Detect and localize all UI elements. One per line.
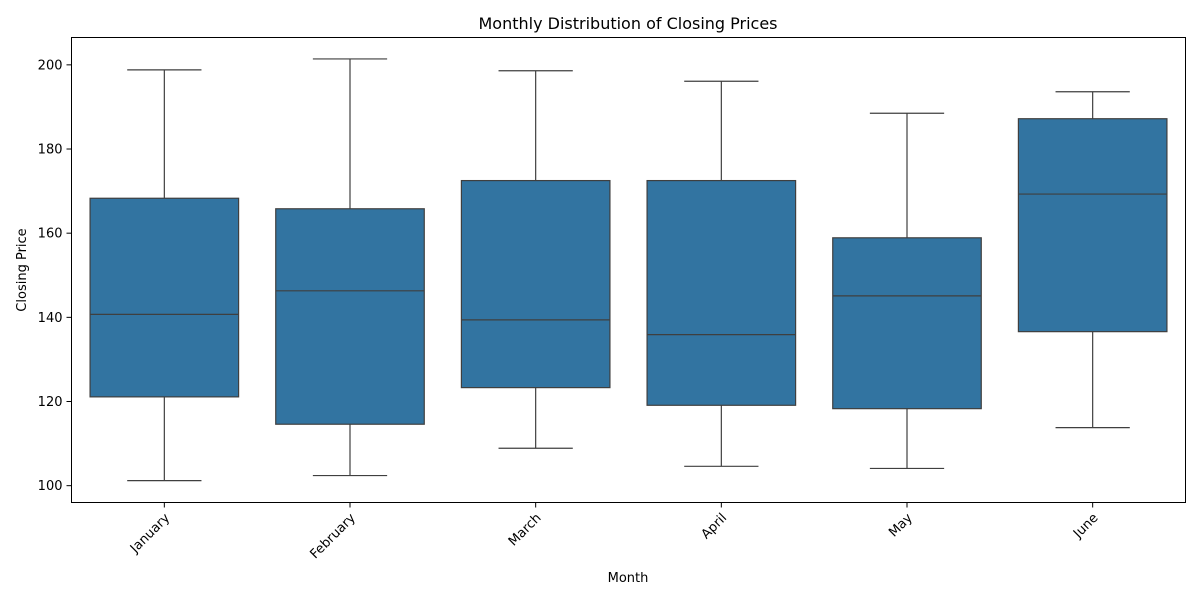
box-march (460, 70, 611, 449)
iqr-box (275, 208, 425, 425)
x-tick-label: May (886, 511, 916, 541)
box-january (89, 69, 240, 482)
y-tick-label: 180 (38, 143, 63, 158)
chart-title: Monthly Distribution of Closing Prices (478, 14, 777, 33)
x-tick-label: January (127, 511, 173, 557)
x-tick-label: February (307, 511, 359, 563)
x-tick-label: June (1070, 511, 1101, 542)
y-tick-label: 100 (38, 479, 63, 494)
box-april (646, 80, 797, 467)
box-february (275, 58, 425, 477)
box-june (1017, 91, 1168, 429)
box-may (832, 112, 982, 470)
x-axis-label: Month (608, 571, 649, 586)
x-tick-label: March (506, 511, 545, 550)
iqr-box (460, 179, 611, 389)
plot-area (89, 58, 1168, 482)
x-tick-label: April (699, 511, 731, 543)
y-tick-label: 200 (38, 58, 63, 73)
y-tick-label: 120 (38, 395, 63, 410)
y-axis-label: Closing Price (15, 228, 30, 311)
y-axis: 100 120 140 160 180 200 (38, 58, 72, 494)
plot-frame (71, 37, 1186, 503)
y-tick-label: 160 (38, 227, 63, 242)
iqr-box (1017, 118, 1168, 333)
y-tick-label: 140 (38, 311, 63, 326)
iqr-box (832, 237, 982, 410)
iqr-box (646, 179, 797, 406)
iqr-box (89, 197, 240, 398)
x-axis: January February March April May June (127, 502, 1101, 563)
